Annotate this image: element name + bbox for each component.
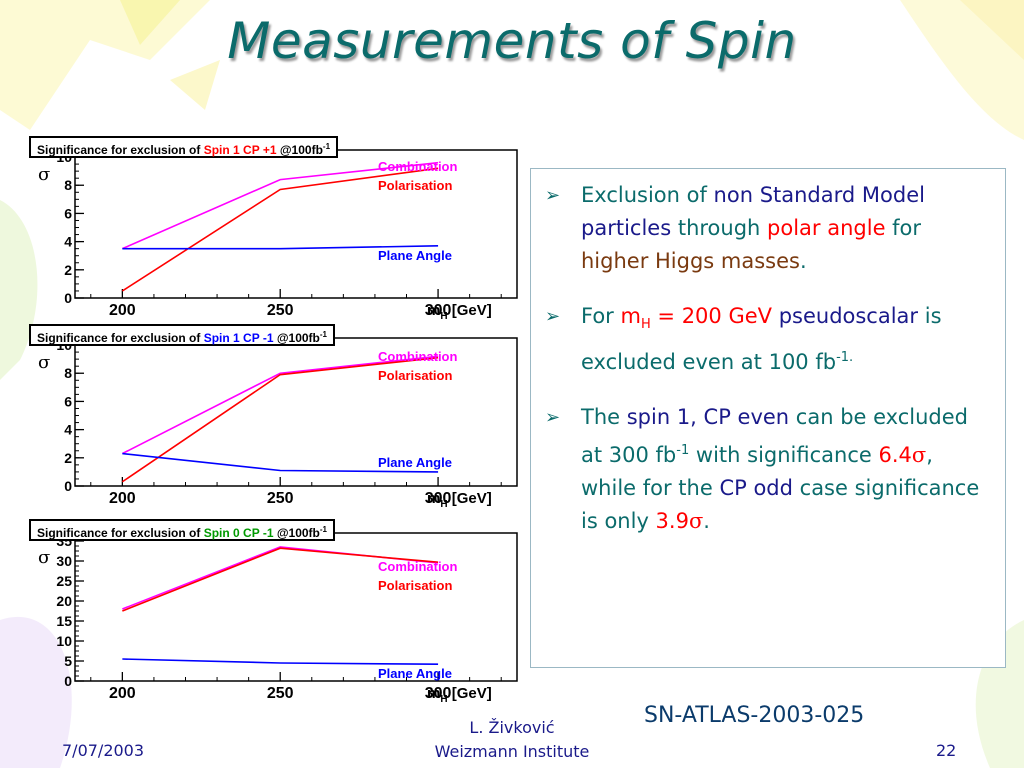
footer-page-number: 22 [936,741,957,760]
arrow-bullet-icon: ➢ [545,306,561,327]
x-tick-label: 300 [425,490,452,507]
series-line-plane-angle [122,452,439,473]
y-tick-label: 25 [56,573,72,589]
series-line-combination [121,355,439,455]
x-tick-label: 250 [267,685,294,702]
chart-title: Significance for exclusion of Spin 1 CP … [29,324,336,346]
x-tick-label: 300 [425,302,452,319]
bullet-text-box: ➢ Exclusion of non Standard Model partic… [530,168,1006,668]
series-line-polarisation [121,356,439,483]
legend-combination: Combination [378,159,458,174]
legend-polarisation: Polarisation [378,578,453,593]
legend-plane-angle: Plane Angle [378,666,452,681]
legend-polarisation: Polarisation [378,178,453,193]
legend-plane-angle: Plane Angle [378,248,452,263]
footer-date: 7/07/2003 [62,741,145,760]
arrow-bullet-icon: ➢ [545,407,561,429]
x-tick-label: 200 [109,490,136,507]
y-tick-label: 2 [64,262,72,278]
y-axis-label: σ [38,164,51,185]
series-line-combination [122,161,439,250]
y-tick-label: 20 [56,593,72,609]
series-line-plane-angle [122,658,439,665]
y-tick-label: 8 [64,177,72,193]
chart-title-highlight: Spin 1 CP -1 [203,331,274,345]
series-line-polarisation [121,167,439,292]
y-tick-label: 0 [64,673,72,689]
y-axis-label: σ [38,547,51,568]
chart-title-highlight: Spin 1 CP +1 [203,143,277,157]
x-tick-label: 200 [109,302,136,319]
y-axis-label: σ [38,352,51,373]
chart-plot-spin1-cp-minus: 0246810200250300 [56,337,518,507]
y-tick-label: 15 [56,613,72,629]
footer-author: L. Živković Weizmann Institute [412,716,612,764]
x-tick-label: 200 [109,685,136,702]
footer-author-name: L. Živković [469,718,555,737]
bullet-item-1: ➢ Exclusion of non Standard Model partic… [541,179,993,278]
reference-note: SN-ATLAS-2003-025 [644,703,865,728]
chart-title: Significance for exclusion of Spin 1 CP … [29,136,339,158]
legend-plane-angle: Plane Angle [378,455,452,470]
y-tick-label: 4 [64,234,72,250]
arrow-bullet-icon: ➢ [545,185,561,206]
chart-panel-spin1-cp-minus: 0246810200250300 Significance for exclus… [25,320,525,510]
chart-panel-spin0-cp-minus: 05101520253035200250300 Significance for… [25,515,525,705]
legend-combination: Combination [378,349,458,364]
plot-frame [74,532,518,682]
legend-polarisation: Polarisation [378,368,453,383]
chart-title: Significance for exclusion of Spin 0 CP … [29,519,336,541]
y-tick-label: 2 [64,450,72,466]
plot-frame [74,337,518,487]
y-tick-label: 0 [64,478,72,494]
series-line-plane-angle [122,245,439,250]
chart-panel-spin1-cp-plus: 0246810200250300 Significance for exclus… [25,132,525,322]
y-tick-label: 10 [56,633,72,649]
x-tick-label: 250 [267,490,294,507]
legend-combination: Combination [378,559,458,574]
chart-plot-spin0-cp-minus: 05101520253035200250300 [56,532,518,702]
y-tick-label: 30 [56,553,72,569]
x-axis-label: mH [GeV] [427,490,492,510]
y-tick-label: 8 [64,365,72,381]
series-line-polarisation [122,547,439,612]
y-tick-label: 6 [64,205,72,221]
x-tick-label: 250 [267,302,294,319]
footer-institute: Weizmann Institute [434,742,590,761]
y-tick-label: 0 [64,290,72,306]
chart-title-highlight: Spin 0 CP -1 [203,526,274,540]
x-axis-label: mH [GeV] [427,685,492,705]
bullet-item-2: ➢ For mH = 200 GeV pseudoscalar is exclu… [541,300,993,379]
y-tick-label: 6 [64,393,72,409]
x-tick-label: 300 [425,685,452,702]
bullet-item-3: ➢ The spin 1, CP even can be excluded at… [541,401,993,538]
y-tick-label: 5 [64,653,72,669]
slide-title: Measurements of Spin [227,12,797,70]
x-axis-label: mH [GeV] [427,302,492,322]
y-tick-label: 4 [64,422,72,438]
